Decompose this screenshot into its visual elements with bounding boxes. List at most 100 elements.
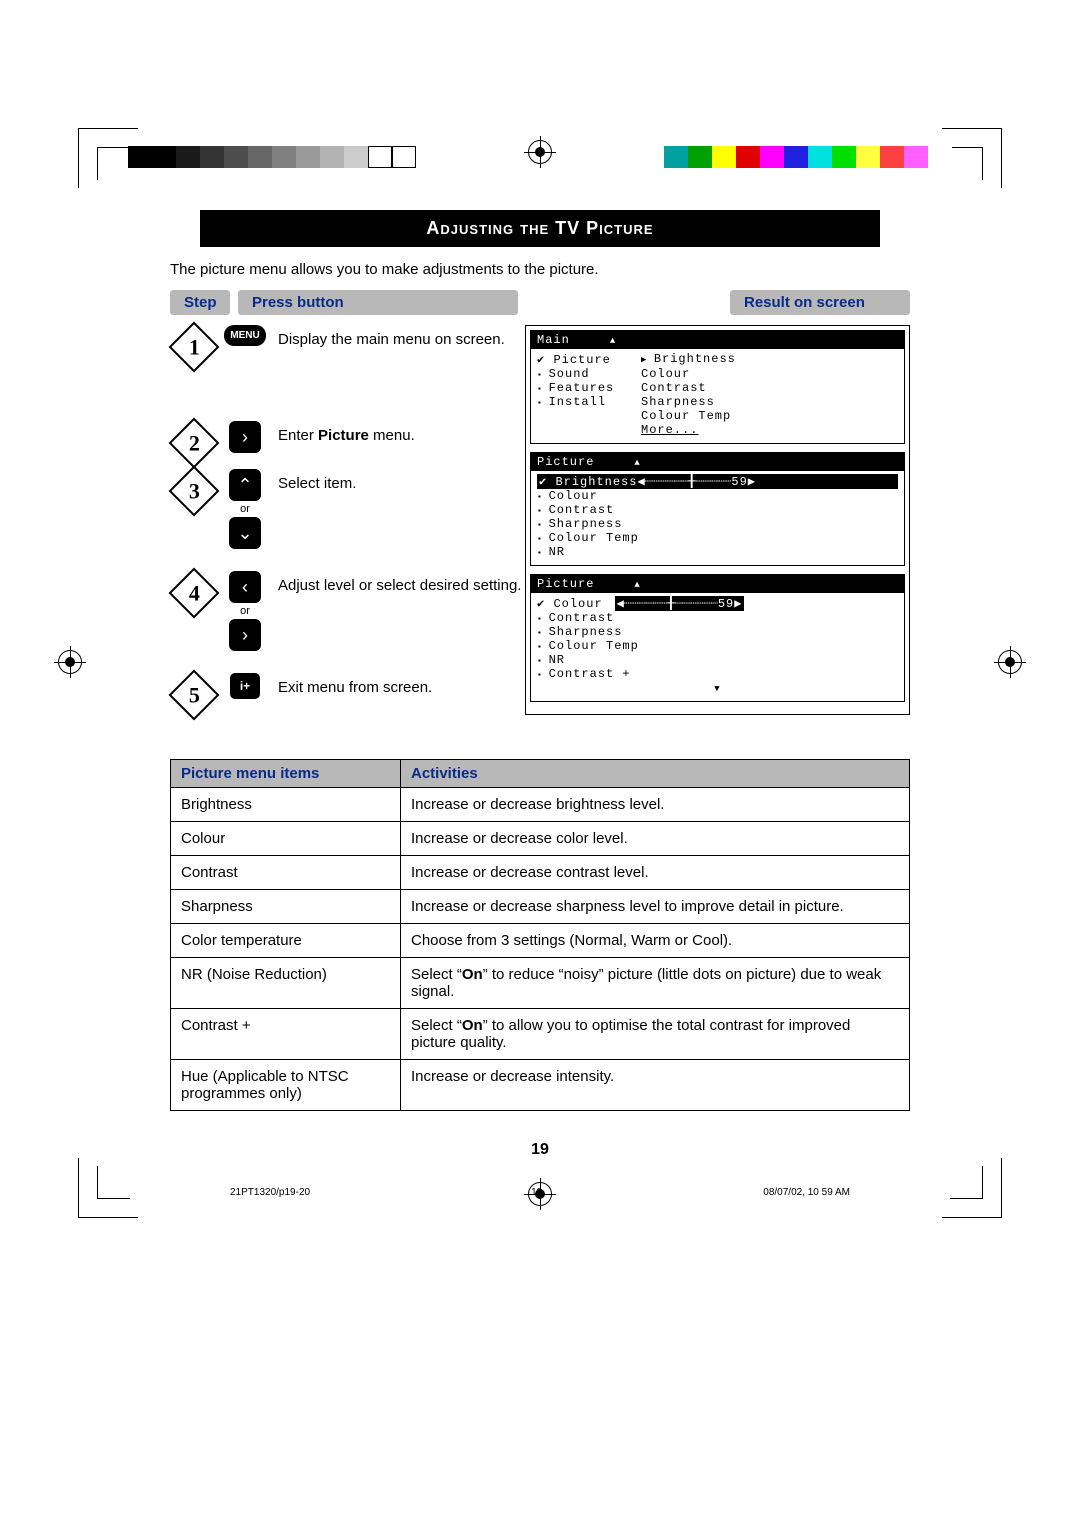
- step-text: Select item.: [278, 469, 356, 492]
- or-label: or: [240, 605, 250, 617]
- footer-file: 21PT1320/p19-20: [230, 1187, 310, 1198]
- osd-item: Contrast +: [537, 667, 631, 681]
- item-activity: Select “On” to allow you to optimise the…: [401, 1009, 910, 1060]
- or-label: or: [240, 503, 250, 515]
- exit-button-icon: i+: [230, 673, 260, 699]
- page-number: 19: [170, 1141, 910, 1159]
- item-activity: Increase or decrease intensity.: [401, 1060, 910, 1111]
- osd-item: Colour: [641, 367, 690, 381]
- right-arrow-icon: ›: [229, 619, 261, 651]
- item-name: Contrast: [171, 856, 401, 890]
- up-triangle-icon: [610, 333, 616, 347]
- header-result: Result on screen: [730, 290, 910, 315]
- item-name: Color temperature: [171, 924, 401, 958]
- item-name: Brightness: [171, 788, 401, 822]
- osd-item: Sound: [537, 367, 629, 381]
- left-arrow-icon: ‹: [229, 571, 261, 603]
- table-row: Hue (Applicable to NTSC programmes only)…: [171, 1060, 910, 1111]
- step-text: Exit menu from screen.: [278, 673, 432, 696]
- picture-items-table: Picture menu items Activities Brightness…: [170, 759, 910, 1111]
- item-activity: Increase or decrease contrast level.: [401, 856, 910, 890]
- item-name: Sharpness: [171, 890, 401, 924]
- osd-title: Main: [537, 333, 570, 347]
- right-arrow-icon: ›: [229, 421, 261, 453]
- table-row: ContrastIncrease or decrease contrast le…: [171, 856, 910, 890]
- step-text: Display the main menu on screen.: [278, 325, 505, 348]
- step-number: 4: [189, 580, 200, 606]
- osd-item: Install: [537, 395, 629, 409]
- page-title: Adjusting the TV Picture: [200, 210, 880, 247]
- osd-item: More...: [641, 423, 698, 437]
- step-4: 4 ‹ or › Adjust level or select desired …: [170, 571, 525, 651]
- up-triangle-icon: [634, 577, 640, 591]
- step-number-icon: 1: [169, 322, 220, 373]
- step-number: 2: [189, 430, 200, 456]
- footer-date: 08/07/02, 10 59 AM: [763, 1187, 850, 1198]
- table-row: BrightnessIncrease or decrease brightnes…: [171, 788, 910, 822]
- osd-item: Colour Temp: [537, 639, 639, 653]
- step-number-icon: 2: [169, 418, 220, 469]
- osd-item: Sharpness: [537, 625, 622, 639]
- down-triangle-icon: [537, 681, 898, 695]
- item-name: Hue (Applicable to NTSC programmes only): [171, 1060, 401, 1111]
- table-row: ColourIncrease or decrease color level.: [171, 822, 910, 856]
- osd-picture-colour: Picture Colour ◀┈┈┈┈┈┈╂┈┈┈┈┈┈59▶ Contras…: [530, 574, 905, 702]
- osd-item: Colour: [537, 596, 603, 611]
- osd-item: Colour: [537, 489, 598, 503]
- item-name: Colour: [171, 822, 401, 856]
- footer-page: 19: [531, 1187, 542, 1198]
- header-press: Press button: [238, 290, 518, 315]
- osd-item: Colour Temp: [537, 531, 639, 545]
- osd-item: NR: [537, 545, 565, 559]
- step-3: 3 ⌃ or ⌄ Select item.: [170, 469, 525, 549]
- intro-text: The picture menu allows you to make adju…: [170, 261, 910, 278]
- item-activity: Select “On” to reduce “noisy” picture (l…: [401, 958, 910, 1009]
- osd-item: NR: [537, 653, 565, 667]
- step-number-icon: 4: [169, 568, 220, 619]
- table-row: Contrast +Select “On” to allow you to op…: [171, 1009, 910, 1060]
- item-name: NR (Noise Reduction): [171, 958, 401, 1009]
- osd-item: Features: [537, 381, 629, 395]
- step-number-icon: 3: [169, 466, 220, 517]
- osd-item: Contrast: [537, 503, 614, 517]
- table-row: NR (Noise Reduction)Select “On” to reduc…: [171, 958, 910, 1009]
- step-number-icon: 5: [169, 670, 220, 721]
- osd-item: Brightness: [641, 352, 736, 367]
- up-triangle-icon: [634, 455, 640, 469]
- osd-selected: ◀┈┈┈┈┈┈╂┈┈┈┈┈┈59▶: [615, 596, 745, 611]
- item-name: Contrast +: [171, 1009, 401, 1060]
- osd-item: Picture: [537, 352, 629, 367]
- osd-item: Colour Temp: [641, 409, 731, 423]
- menu-button-icon: MENU: [224, 325, 265, 346]
- step-2: 2 › Enter Picture menu.: [170, 421, 525, 461]
- table-row: SharpnessIncrease or decrease sharpness …: [171, 890, 910, 924]
- osd-selected: ✔ Brightness◀┈┈┈┈┈┈╂┈┈┈┈┈59▶: [537, 474, 898, 489]
- step-text: Adjust level or select desired setting.: [278, 571, 521, 594]
- osd-item: Contrast: [641, 381, 707, 395]
- up-arrow-icon: ⌃: [229, 469, 261, 501]
- osd-item: Sharpness: [641, 395, 715, 409]
- table-header: Picture menu items: [171, 760, 401, 788]
- header-step: Step: [170, 290, 230, 315]
- osd-picture-brightness: Picture ✔ Brightness◀┈┈┈┈┈┈╂┈┈┈┈┈59▶ Col…: [530, 452, 905, 566]
- table-row: Color temperatureChoose from 3 settings …: [171, 924, 910, 958]
- osd-title: Picture: [537, 577, 594, 591]
- print-footer: 21PT1320/p19-20 19 08/07/02, 10 59 AM: [230, 1187, 850, 1198]
- down-arrow-icon: ⌄: [229, 517, 261, 549]
- step-1: 1 MENU Display the main menu on screen.: [170, 325, 525, 365]
- item-activity: Choose from 3 settings (Normal, Warm or …: [401, 924, 910, 958]
- step-5: 5 i+ Exit menu from screen.: [170, 673, 525, 713]
- column-headers: Step Press button Result on screen: [170, 290, 910, 315]
- steps-column: 1 MENU Display the main menu on screen. …: [170, 325, 525, 735]
- step-text: Enter Picture menu.: [278, 421, 415, 444]
- osd-title: Picture: [537, 455, 594, 469]
- osd-main-menu: Main Picture Brightness Sound Colour Featu…: [530, 330, 905, 444]
- osd-item: Contrast: [537, 611, 614, 625]
- item-activity: Increase or decrease brightness level.: [401, 788, 910, 822]
- step-number: 5: [189, 682, 200, 708]
- step-number: 1: [189, 334, 200, 360]
- step-number: 3: [189, 478, 200, 504]
- table-header: Activities: [401, 760, 910, 788]
- item-activity: Increase or decrease color level.: [401, 822, 910, 856]
- item-activity: Increase or decrease sharpness level to …: [401, 890, 910, 924]
